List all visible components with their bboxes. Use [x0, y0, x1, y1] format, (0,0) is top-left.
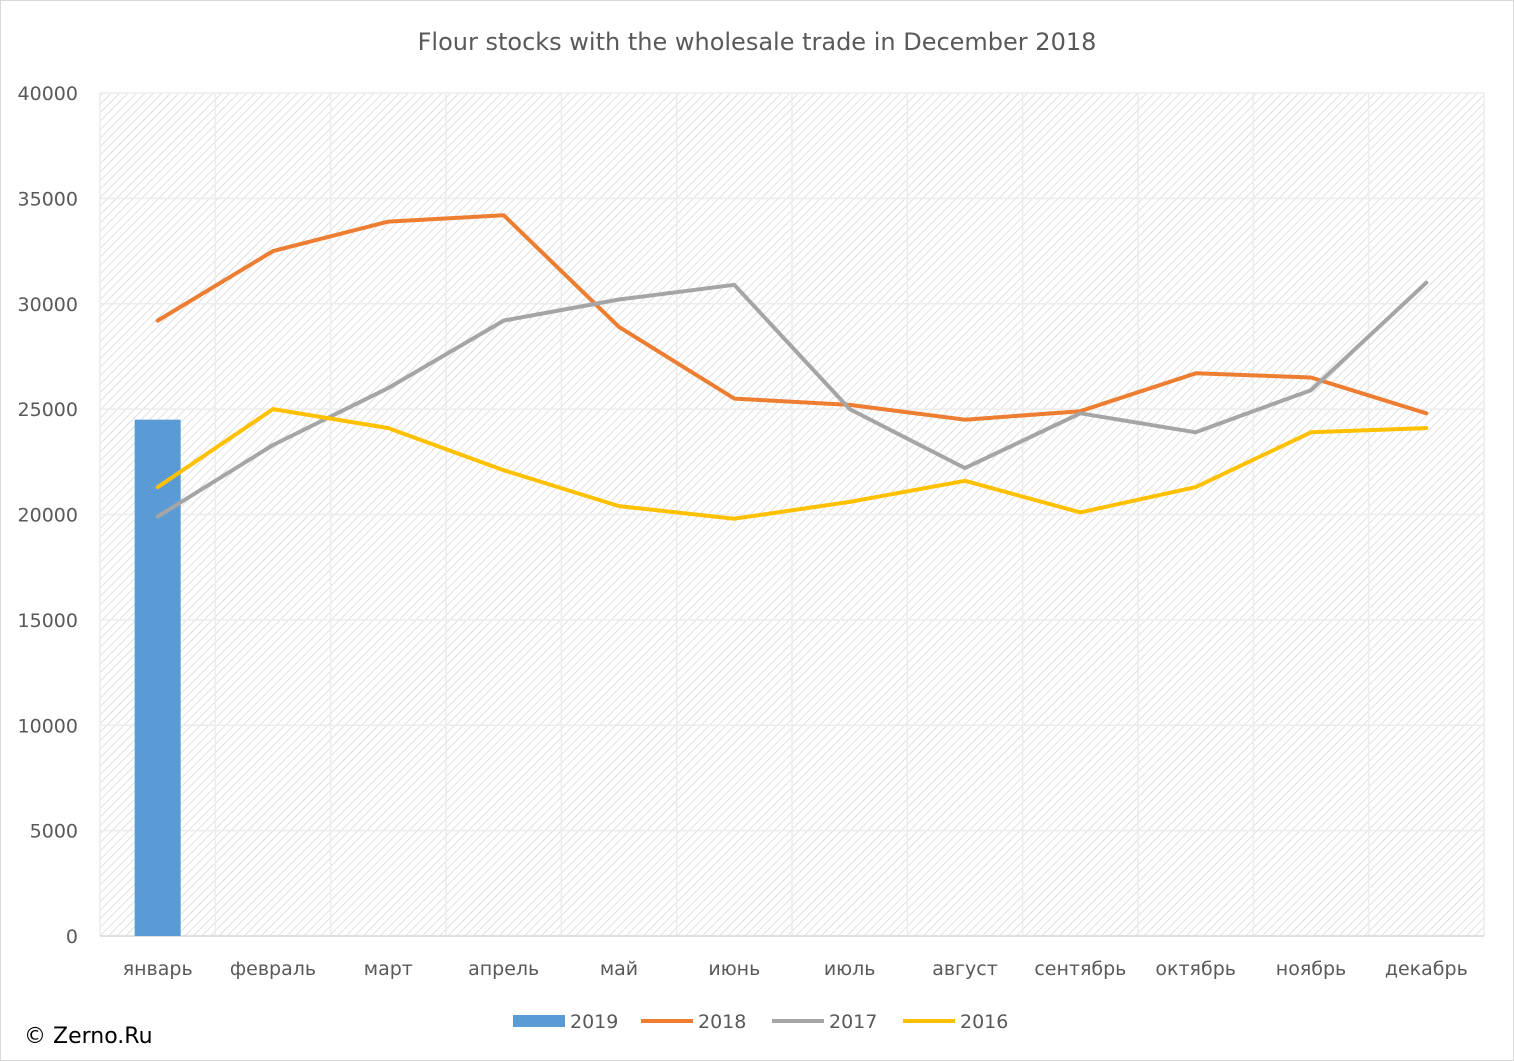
x-tick-label: январь: [123, 958, 193, 980]
legend: 2019 2018 2017 2016: [513, 1011, 1008, 1033]
x-tick-label: октябрь: [1155, 958, 1236, 980]
y-axis-ticks: 0 5000 10000 15000 20000 25000 30000 35000 40000: [18, 83, 78, 948]
line-series: [155, 213, 1429, 521]
y-tick-label: 0: [66, 926, 78, 948]
series-line-2016: [155, 407, 1429, 521]
legend-label-2017: 2017: [829, 1011, 877, 1033]
y-tick-label: 20000: [18, 505, 78, 527]
x-tick-label: февраль: [230, 958, 316, 980]
series-line-2017: [155, 280, 1429, 519]
bar-series: [134, 419, 181, 937]
bar-2019: [134, 419, 181, 937]
y-tick-label: 25000: [18, 399, 78, 421]
y-tick-label: 30000: [18, 294, 78, 316]
legend-label-2019: 2019: [570, 1011, 618, 1033]
copyright-text: © Zerno.Ru: [24, 1024, 153, 1049]
y-tick-label: 15000: [18, 610, 78, 632]
x-tick-label: июль: [824, 958, 876, 980]
x-tick-label: август: [932, 958, 998, 980]
y-tick-label: 40000: [18, 83, 78, 105]
x-axis-ticks: январь февраль март апрель май июнь июль август…: [123, 958, 1468, 980]
gridlines: [99, 92, 1485, 937]
y-tick-label: 5000: [30, 821, 78, 843]
x-tick-label: март: [364, 958, 413, 980]
series-line-2018: [155, 213, 1429, 422]
x-tick-label: декабрь: [1385, 958, 1468, 980]
chart-title: Flour stocks with the wholesale trade in…: [418, 28, 1097, 56]
legend-label-2018: 2018: [698, 1011, 746, 1033]
x-tick-label: апрель: [468, 958, 539, 980]
y-tick-label: 35000: [18, 188, 78, 210]
legend-swatch-2019: [513, 1015, 565, 1027]
y-tick-label: 10000: [18, 715, 78, 737]
legend-label-2016: 2016: [960, 1011, 1008, 1033]
x-tick-label: июнь: [708, 958, 760, 980]
x-tick-label: май: [600, 958, 638, 980]
x-tick-label: сентябрь: [1034, 958, 1126, 980]
x-tick-label: ноябрь: [1276, 958, 1346, 980]
